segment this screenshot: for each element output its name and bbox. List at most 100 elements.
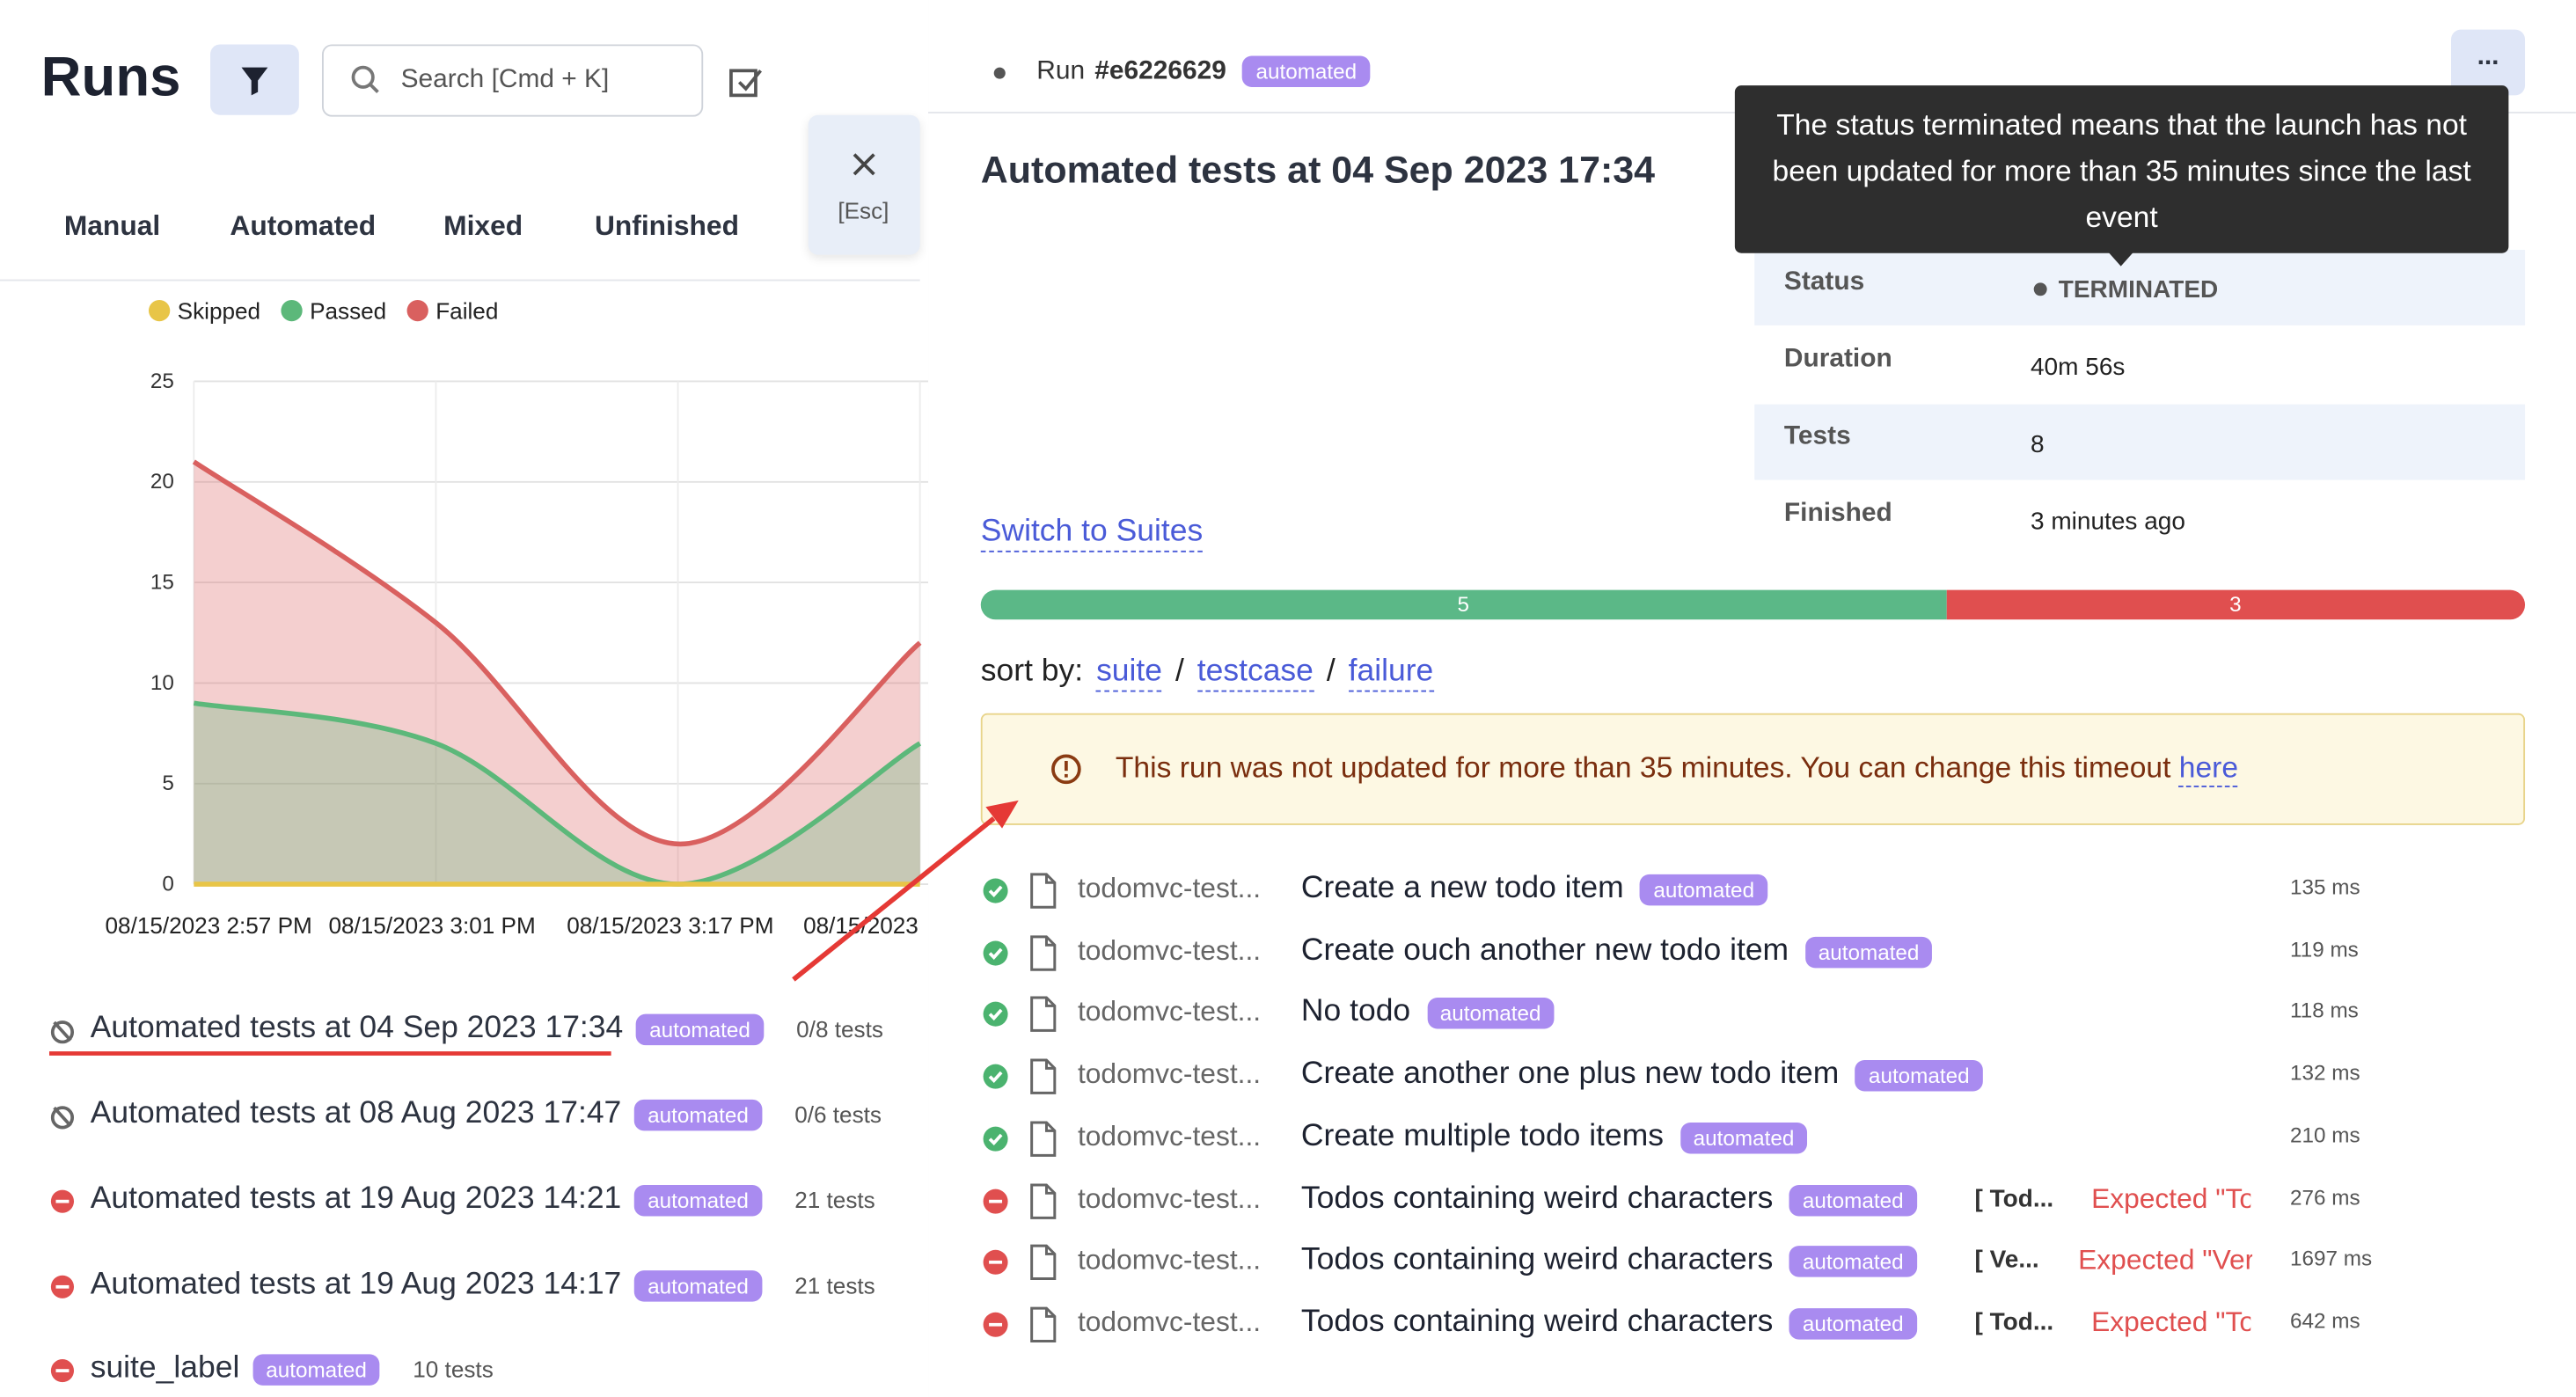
run-title: Automated tests at 19 Aug 2023 14:21	[90, 1181, 622, 1217]
test-status-icon	[983, 1001, 1009, 1028]
test-file: todomvc-test...	[1077, 935, 1262, 967]
file-icon	[1028, 1306, 1058, 1342]
test-status-icon	[983, 1249, 1009, 1276]
filter-button[interactable]	[210, 44, 299, 115]
test-error-prefix: [ Ve...	[1974, 1246, 2039, 1274]
test-tag: automated	[1789, 1184, 1917, 1216]
file-icon-svg	[1030, 935, 1057, 971]
passed-icon	[983, 940, 1008, 966]
run-row[interactable]: suite_label automated 10 tests	[0, 1348, 920, 1393]
progress-failed-label: 3	[2229, 591, 2242, 617]
test-status-icon	[983, 1312, 1009, 1338]
field-row	[1754, 481, 2526, 558]
legend-swatch	[281, 299, 303, 322]
test-status-icon	[983, 1126, 1009, 1152]
warning-icon	[1051, 754, 1081, 785]
tooltip-arrow	[2107, 251, 2134, 267]
file-icon	[1028, 935, 1058, 971]
tab[interactable]: Unfinished	[594, 210, 739, 242]
passed-icon	[983, 1064, 1008, 1089]
sort-option[interactable]: failure	[1348, 655, 1434, 692]
y-tick-label: 0	[162, 873, 173, 896]
test-file: todomvc-test...	[1077, 1306, 1262, 1338]
test-tag: automated	[1680, 1122, 1808, 1153]
test-title-line[interactable]: No todo automated	[1301, 994, 1555, 1030]
test-tag: automated	[1789, 1245, 1917, 1276]
test-duration: 132 ms	[2290, 1059, 2360, 1086]
field-value: 3 minutes ago	[2030, 508, 2185, 537]
tabs-divider	[0, 279, 920, 282]
failed-icon	[50, 1275, 75, 1298]
test-file: todomvc-test...	[1077, 1058, 1262, 1090]
tab[interactable]: Mixed	[443, 210, 523, 242]
test-tag: automated	[1640, 873, 1768, 905]
run-count: 0/6 tests	[794, 1101, 882, 1128]
legend-label: Passed	[310, 297, 386, 324]
chart: 0 5 10 15 20 25 08/15/2023 2:57 PM 08/15/2023 3…	[106, 297, 929, 939]
test-tag: automated	[1426, 997, 1555, 1028]
x-tick-label: 08/15/2023	[803, 912, 918, 939]
y-tick-label: 15	[150, 571, 174, 595]
test-title-line[interactable]: Create ouch another new todo item automat…	[1301, 933, 1933, 969]
progress-passed-label: 5	[1457, 591, 1470, 617]
field-label: Finished	[1783, 499, 1892, 528]
test-duration: 210 ms	[2290, 1122, 2360, 1148]
tab[interactable]: Manual	[63, 210, 161, 242]
search-box[interactable]: Search [Cmd + K]	[321, 44, 704, 117]
test-title-line[interactable]: Create another one plus new todo item aut…	[1301, 1057, 1983, 1093]
close-button[interactable]: [Esc]	[808, 114, 920, 255]
sort-option[interactable]: suite	[1096, 655, 1163, 692]
run-row[interactable]: Automated tests at 19 Aug 2023 14:17 auto…	[0, 1264, 920, 1310]
legend-label: Skipped	[178, 297, 260, 324]
test-title-line[interactable]: Todos containing weird characters automat…	[1301, 1305, 1917, 1341]
warning-link[interactable]: here	[2178, 751, 2239, 787]
menu-button[interactable]: ...	[2451, 29, 2526, 96]
area	[194, 461, 920, 885]
run-title: Automated tests at 04 Sep 2023 17:34	[90, 1010, 624, 1046]
switch-link[interactable]: Switch to Suites	[980, 515, 1204, 552]
test-duration: 642 ms	[2290, 1308, 2360, 1334]
test-error: Expected "To	[2091, 1183, 2251, 1215]
tooltip-text: The status terminated means that the lau…	[1772, 108, 2471, 234]
run-line: suite_label automated 10 tests	[91, 1351, 494, 1387]
test-title-line[interactable]: Create multiple todo items automated	[1300, 1119, 1808, 1155]
x-tick-label: 08/15/2023 3:17 PM	[567, 912, 773, 939]
test-error: Expected "Very	[2078, 1244, 2253, 1276]
file-icon	[1028, 1121, 1058, 1157]
file-icon-svg	[1030, 1121, 1057, 1157]
run-tag: automated	[634, 1184, 762, 1216]
test-title: No todo	[1300, 994, 1411, 1029]
test-tag: automated	[1855, 1059, 1983, 1091]
test-file: todomvc-test...	[1077, 996, 1262, 1028]
test-title-line[interactable]: Todos containing weird characters automat…	[1301, 1181, 1917, 1218]
test-status-icon	[983, 1064, 1009, 1090]
run-label: Run	[1036, 56, 1086, 85]
test-title: Create multiple todo items	[1300, 1119, 1665, 1154]
test-title-line[interactable]: Todos containing weird characters automat…	[1301, 1242, 1917, 1278]
x-tick-label: 08/15/2023 2:57 PM	[106, 912, 312, 939]
run-line: Automated tests at 19 Aug 2023 14:17 auto…	[91, 1267, 875, 1303]
test-duration: 118 ms	[2290, 997, 2359, 1023]
run-row[interactable]: Automated tests at 19 Aug 2023 14:21 auto…	[0, 1178, 920, 1224]
test-title-line[interactable]: Create a new todo item automated	[1301, 871, 1768, 907]
legend-label: Failed	[435, 297, 498, 324]
run-line: Automated tests at 19 Aug 2023 14:21 auto…	[91, 1181, 875, 1218]
run-row[interactable]: Automated tests at 08 Aug 2023 17:47 auto…	[0, 1093, 920, 1138]
test-title: Todos containing weird characters	[1300, 1242, 1774, 1277]
test-tag: automated	[1804, 935, 1933, 968]
test-duration: 276 ms	[2290, 1184, 2360, 1210]
sort-option[interactable]: testcase	[1197, 655, 1314, 692]
y-tick-label: 10	[150, 671, 174, 695]
file-icon-svg	[1030, 1058, 1057, 1094]
tab[interactable]: Automated	[230, 210, 377, 242]
select-icon	[726, 62, 765, 102]
test-title: Todos containing weird characters	[1300, 1181, 1774, 1217]
close-icon	[853, 153, 875, 176]
y-tick-label: 25	[150, 369, 174, 393]
sidebar	[0, 0, 930, 1397]
run-row[interactable]: Automated tests at 04 Sep 2023 17:34 auto…	[0, 1007, 920, 1053]
run-id: #e6226629	[1094, 56, 1226, 85]
search-placeholder: Search [Cmd + K]	[400, 65, 610, 94]
test-status-icon	[983, 940, 1009, 967]
